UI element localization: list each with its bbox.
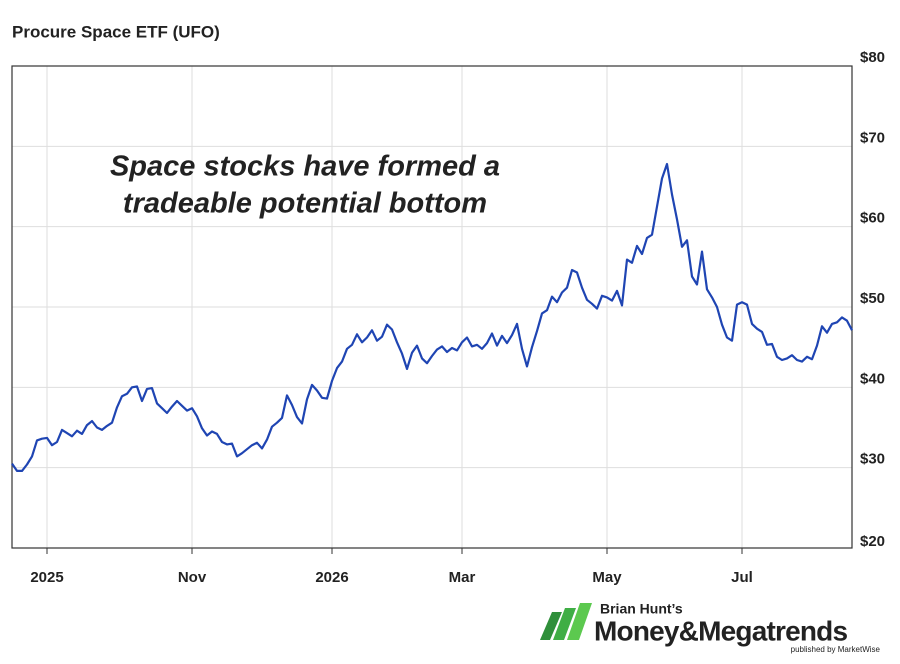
y-tick-label: $20: [860, 533, 885, 550]
y-tick-label: $30: [860, 451, 885, 468]
y-tick-label: $70: [860, 129, 885, 146]
logo-sub: published by MarketWise: [791, 645, 881, 654]
chart-title: Procure Space ETF (UFO): [12, 22, 220, 41]
x-tick-label: May: [592, 569, 622, 586]
logo-top: Brian Hunt’s: [600, 601, 683, 617]
logo-bar: [567, 603, 592, 640]
x-tick-label: Nov: [178, 569, 207, 586]
price-line: [11, 162, 853, 472]
y-tick-label: $80: [860, 49, 885, 66]
x-tick-label: 2026: [315, 569, 348, 586]
annotation: Space stocks have formed a: [110, 151, 500, 183]
x-tick-label: Mar: [449, 569, 476, 586]
annotation: tradeable potential bottom: [123, 188, 487, 220]
logo-bar: [553, 608, 576, 640]
y-tick-label: $60: [860, 210, 885, 227]
x-tick-label: 2025: [30, 569, 63, 586]
y-tick-label: $40: [860, 370, 885, 387]
x-tick-label: Jul: [731, 569, 753, 586]
logo-bar: [540, 612, 562, 640]
logo: Brian Hunt’s Money&Megatrends published …: [540, 601, 881, 654]
plot-frame: [11, 65, 853, 549]
logo-name: Money&Megatrends: [594, 615, 847, 646]
y-tick-label: $50: [860, 290, 885, 307]
